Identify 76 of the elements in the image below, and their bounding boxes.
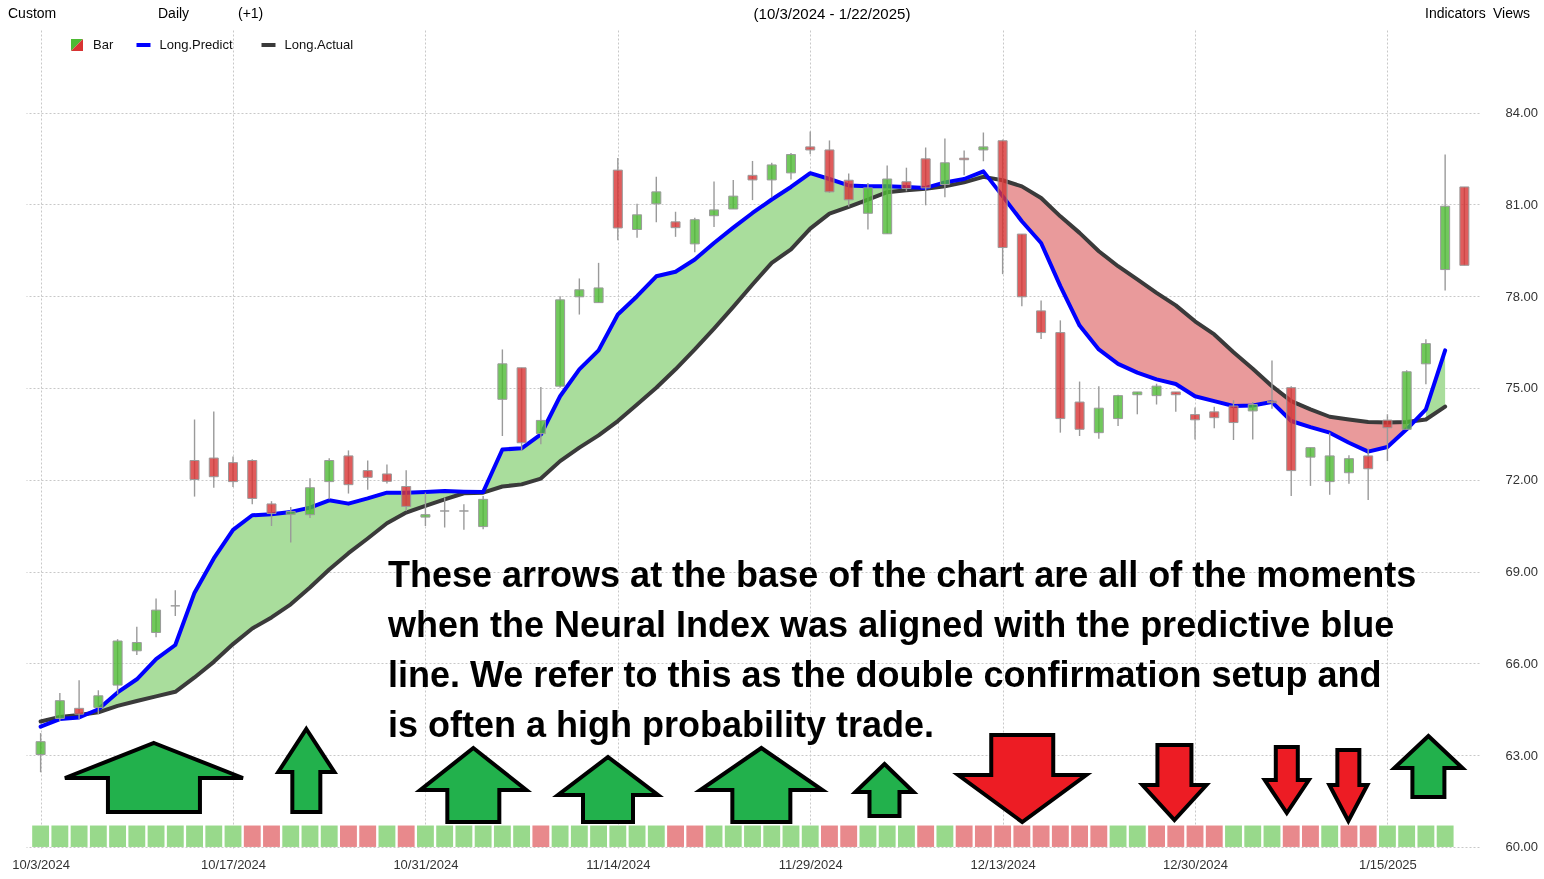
x-tick-label: 11/29/2024 (778, 856, 843, 872)
legend-label: Bar (93, 37, 114, 52)
candlestick (805, 130, 816, 155)
candlestick (54, 692, 65, 722)
candlestick (458, 503, 469, 531)
y-tick-label: 72.00 (1505, 472, 1539, 488)
candlestick (266, 500, 277, 527)
candlestick (1420, 338, 1431, 386)
candlestick (1343, 454, 1354, 485)
y-tick-label: 69.00 (1505, 564, 1539, 580)
x-tick-label: 1/15/2025 (1359, 856, 1417, 872)
x-tick-label: 10/17/2024 (200, 856, 267, 872)
candlestick (1305, 446, 1316, 487)
chart-title: (10/3/2024 - 1/22/2025) (753, 5, 911, 22)
y-tick-label: 66.00 (1505, 655, 1539, 671)
candlestick (1190, 406, 1201, 441)
candlestick (35, 732, 46, 773)
text: Views (1493, 5, 1531, 21)
candlestick (285, 506, 296, 544)
candlestick (574, 277, 585, 316)
legend-label: Long.Predict (159, 37, 233, 52)
candlestick (1132, 391, 1143, 415)
legend-label: Long.Actual (284, 37, 354, 52)
text: Custom (8, 5, 57, 21)
candlestick (324, 457, 335, 501)
y-tick-label: 84.00 (1505, 105, 1539, 121)
candlestick (439, 496, 450, 529)
x-tick-label: 12/13/2024 (970, 856, 1036, 872)
y-tick-label: 60.00 (1505, 839, 1539, 855)
candlestick (1247, 401, 1258, 441)
x-tick-label: 11/14/2024 (586, 856, 651, 872)
candlestick (151, 597, 162, 639)
candlestick (1209, 405, 1220, 430)
candlestick (1382, 413, 1393, 462)
candlestick (593, 262, 604, 304)
candlestick (401, 469, 412, 512)
candlestick (381, 463, 392, 485)
text: (+1) (238, 5, 264, 21)
candlestick (728, 179, 739, 210)
candlestick (843, 172, 854, 208)
candlestick (131, 625, 142, 656)
y-tick-label: 63.00 (1505, 747, 1539, 763)
candlestick (670, 211, 681, 238)
y-tick-label: 78.00 (1505, 288, 1539, 304)
y-tick-label: 75.00 (1505, 380, 1539, 396)
candlestick (189, 418, 200, 498)
candlestick (420, 491, 431, 527)
candlestick (228, 455, 239, 488)
candlestick (901, 166, 912, 192)
candlestick (1228, 399, 1239, 441)
candlestick (208, 410, 219, 489)
candlestick (1113, 394, 1124, 427)
candlestick (1266, 359, 1277, 410)
candlestick (93, 689, 104, 715)
candlestick (632, 203, 643, 239)
x-tick-label: 10/3/2024 (12, 856, 71, 872)
text: Daily (158, 5, 190, 21)
candlestick (1036, 299, 1047, 340)
candlestick (939, 137, 950, 199)
x-tick-label: 12/30/2024 (1162, 856, 1229, 872)
x-tick-label: 10/31/2024 (393, 856, 459, 872)
candlestick (535, 386, 546, 445)
candlestick (362, 459, 373, 491)
candlestick (766, 162, 777, 199)
candlestick (1151, 383, 1162, 406)
annotation: These arrows at the base of the chart are all of the moments when the Neural Index was aligned with the predictive blue line. We refer to this as the double confirmation setup and is often a high probability trade. (387, 554, 1417, 745)
candlestick (1363, 447, 1374, 501)
candlestick (978, 131, 989, 162)
candlestick (74, 679, 85, 720)
candlestick (747, 160, 758, 201)
candlestick (709, 180, 720, 228)
candlestick (785, 152, 796, 181)
y-tick-label: 81.00 (1505, 196, 1539, 212)
candlestick (1170, 391, 1181, 413)
text: Indicators (1425, 5, 1486, 21)
candlestick (651, 176, 662, 223)
